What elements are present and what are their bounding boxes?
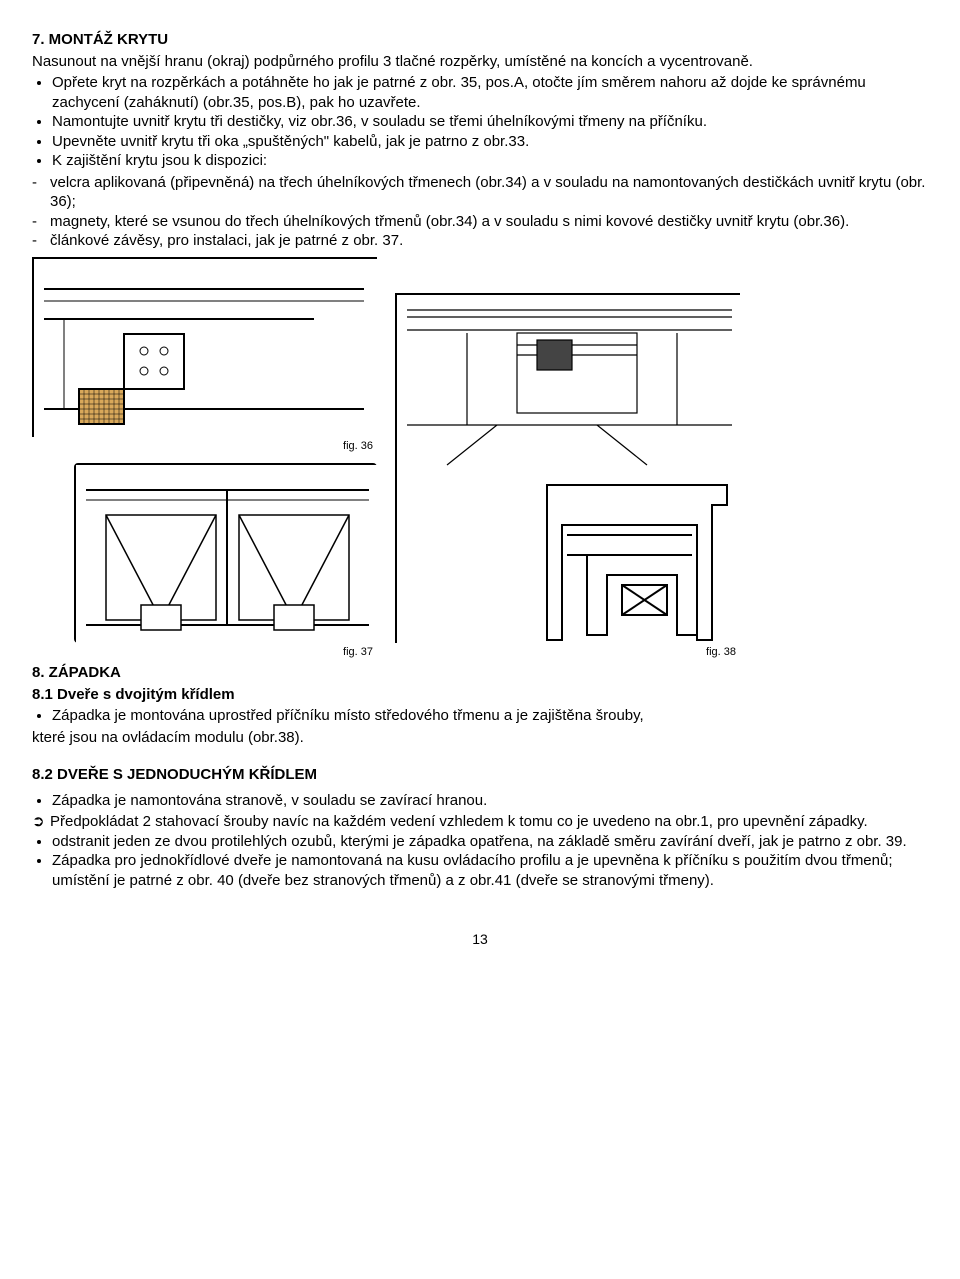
bullet-item: odstranit jeden ze dvou protilehlých ozu…: [52, 832, 928, 852]
dash-item: - velcra aplikovaná (připevněná) na třec…: [32, 173, 928, 212]
section-7-intro: Nasunout na vnější hranu (okraj) podpůrn…: [32, 52, 928, 72]
spacer: [32, 749, 928, 765]
section-8-2-arrow: ➲ Předpokládat 2 stahovací šrouby navíc …: [32, 812, 928, 832]
figure-36-svg: [34, 259, 379, 439]
figure-38-box: [395, 293, 740, 643]
bullet-item: Upevněte uvnitř krytu tři oka „spuštěnýc…: [52, 132, 928, 152]
dash-text: magnety, které se vsunou do třech úhelní…: [50, 212, 928, 232]
figure-37-svg: [76, 465, 379, 645]
figure-36-label: fig. 36: [343, 439, 373, 453]
section-7-bullets: Opřete kryt na rozpěrkách a potáhněte ho…: [32, 73, 928, 171]
figure-38-label: fig. 38: [706, 645, 736, 659]
section-7: 7. MONTÁŽ KRYTU Nasunout na vnější hranu…: [32, 30, 928, 251]
section-8-heading: 8. ZÁPADKA: [32, 663, 928, 683]
figure-37: fig. 37: [74, 463, 377, 659]
dash-item: - magnety, které se vsunou do třech úhel…: [32, 212, 928, 232]
figure-38-svg: [397, 295, 742, 645]
figures-left-col: fig. 36: [32, 257, 377, 660]
arrow-text: Předpokládat 2 stahovací šrouby navíc na…: [50, 812, 868, 832]
figure-37-label: fig. 37: [343, 645, 373, 659]
bullet-item: Západka pro jednokřídlové dveře je namon…: [52, 851, 928, 890]
figures-row: fig. 36: [32, 257, 928, 660]
section-7-heading: 7. MONTÁŽ KRYTU: [32, 30, 928, 50]
section-8: 8. ZÁPADKA 8.1 Dveře s dvojitým křídlem …: [32, 663, 928, 890]
bullet-item: K zajištění krytu jsou k dispozici:: [52, 151, 928, 171]
figure-36-box: [32, 257, 377, 437]
dash-text: velcra aplikovaná (připevněná) na třech …: [50, 173, 928, 212]
bullet-item: Opřete kryt na rozpěrkách a potáhněte ho…: [52, 73, 928, 112]
section-8-2-heading: 8.2 DVEŘE S JEDNODUCHÝM KŘÍDLEM: [32, 765, 928, 785]
dash-marker: -: [32, 212, 50, 232]
section-8-2-list: Západka je namontována stranově, v soula…: [32, 791, 928, 891]
figure-38: fig. 38: [395, 293, 740, 659]
dash-text: článkové závěsy, pro instalaci, jak je p…: [50, 231, 928, 251]
section-7-dashes: - velcra aplikovaná (připevněná) na třec…: [32, 173, 928, 251]
page-number: 13: [32, 930, 928, 948]
dash-item: - článkové závěsy, pro instalaci, jak je…: [32, 231, 928, 251]
figure-37-box: [74, 463, 377, 643]
section-8-1-bullets: Západka je montována uprostřed příčníku …: [32, 706, 928, 726]
section-8-2-bullet-a: Západka je namontována stranově, v soula…: [32, 791, 928, 811]
figure-36: fig. 36: [32, 257, 377, 453]
bullet-item: Západka je montována uprostřed příčníku …: [52, 706, 928, 726]
section-8-2-bullet-b: odstranit jeden ze dvou protilehlých ozu…: [32, 832, 928, 891]
dash-marker: -: [32, 173, 50, 212]
arrow-item: ➲ Předpokládat 2 stahovací šrouby navíc …: [32, 812, 928, 832]
bullet-item: Namontujte uvnitř krytu tři destičky, vi…: [52, 112, 928, 132]
bullet-item: Západka je namontována stranově, v soula…: [52, 791, 928, 811]
arrow-marker: ➲: [32, 812, 50, 832]
dash-marker: -: [32, 231, 50, 251]
section-8-1-tail: které jsou na ovládacím modulu (obr.38).: [32, 728, 928, 748]
section-8-1-heading: 8.1 Dveře s dvojitým křídlem: [32, 685, 928, 705]
